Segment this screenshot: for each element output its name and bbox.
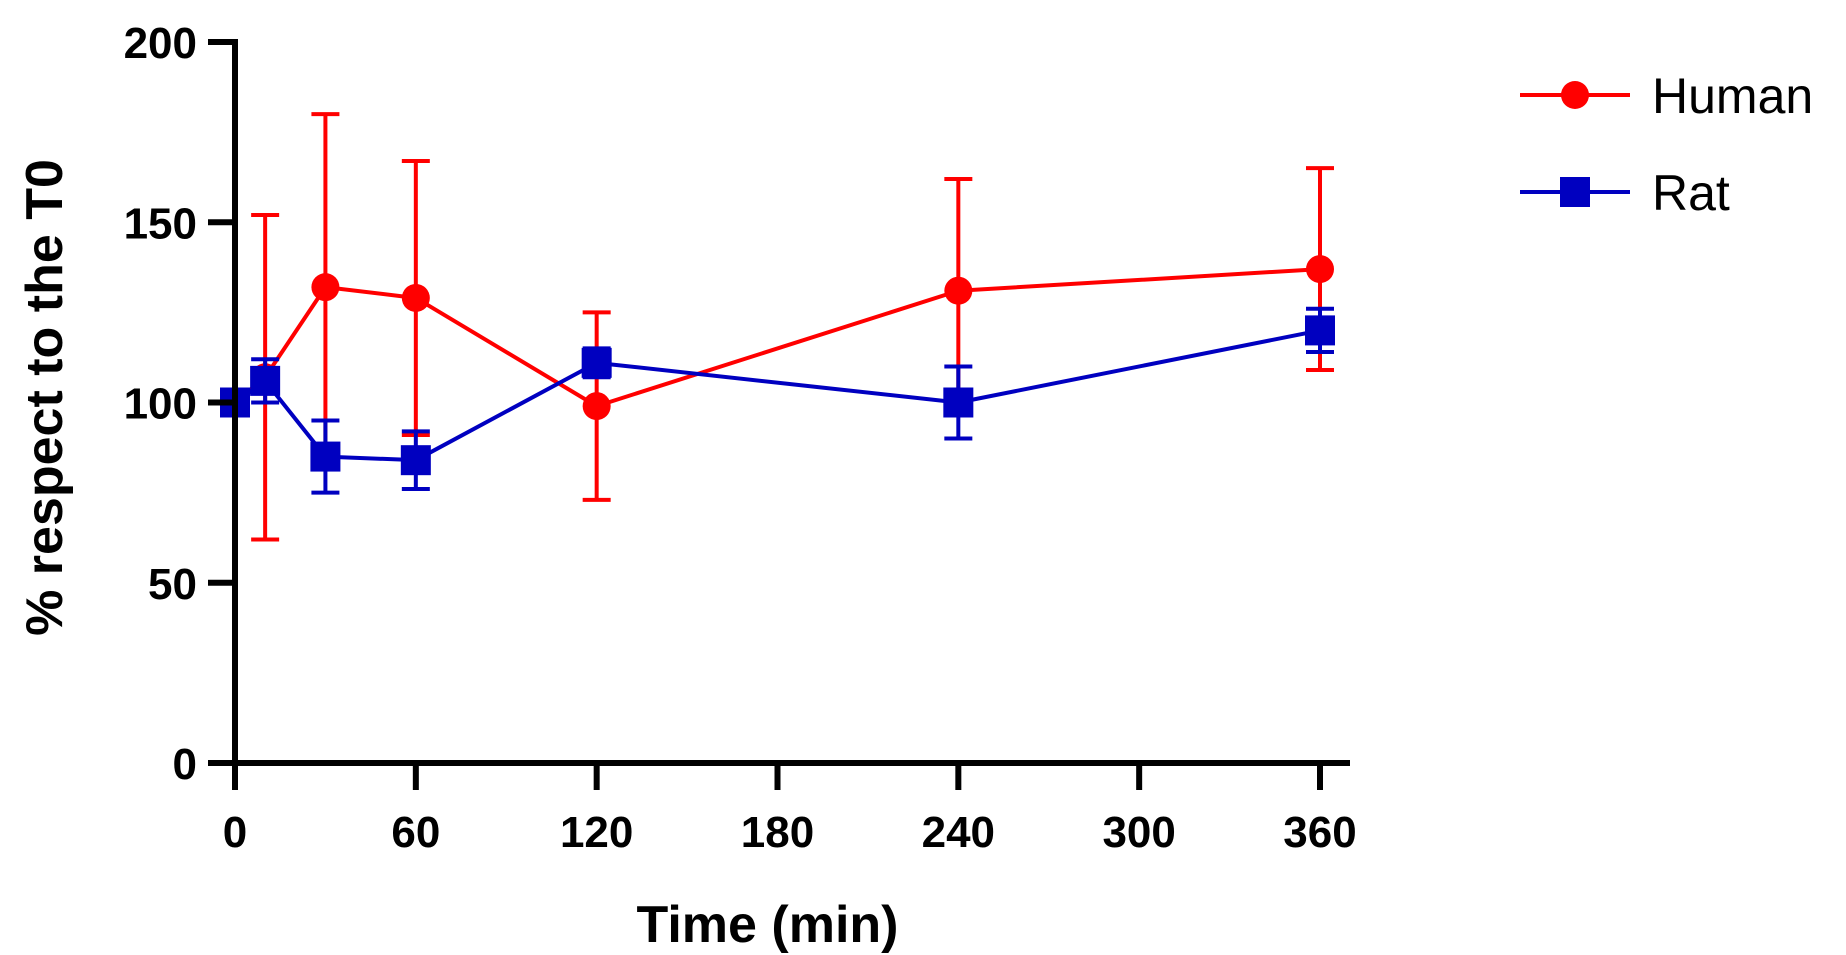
rat-point — [581, 347, 612, 378]
rat-point — [250, 365, 281, 396]
y-tick-label: 150 — [124, 199, 197, 248]
y-axis-title: % respect to the T0 — [16, 159, 74, 636]
legend: Human Rat — [1520, 68, 1813, 221]
human-point — [1306, 255, 1334, 284]
x-tick-label: 240 — [922, 808, 995, 857]
x-tick-label: 300 — [1102, 808, 1175, 857]
legend-label: Human — [1652, 68, 1813, 124]
x-tick-label: 180 — [741, 808, 814, 857]
human-point — [311, 273, 340, 302]
y-tick-label: 100 — [124, 380, 197, 429]
axes — [232, 39, 1350, 766]
x-tick-label: 0 — [223, 808, 247, 857]
x-tick-label: 120 — [560, 808, 633, 857]
y-tick-label: 50 — [148, 560, 197, 609]
x-tick-label: 360 — [1283, 808, 1356, 857]
legend-label: Rat — [1652, 165, 1730, 221]
rat-point — [400, 445, 431, 476]
plot-area — [220, 112, 1335, 542]
series-rat — [220, 306, 1335, 495]
human-point — [582, 392, 611, 421]
rat-point — [943, 387, 974, 418]
legend-marker — [1560, 177, 1590, 207]
human-point — [944, 276, 973, 305]
legend-marker — [1561, 81, 1589, 109]
ticks: 0 50 100 150 200 0 60 120 180 240 300 360 — [124, 19, 1357, 857]
rat-point — [1305, 315, 1335, 346]
legend-item-human: Human — [1520, 68, 1813, 124]
legend-item-rat: Rat — [1520, 165, 1730, 221]
y-tick-label: 200 — [124, 19, 197, 68]
series-human — [221, 112, 1334, 542]
rat-point — [310, 441, 341, 472]
y-tick-label: 0 — [173, 740, 197, 789]
x-tick-label: 60 — [391, 808, 440, 857]
human-line — [233, 267, 1321, 409]
human-point — [401, 283, 430, 312]
x-axis-title: Time (min) — [637, 896, 899, 954]
